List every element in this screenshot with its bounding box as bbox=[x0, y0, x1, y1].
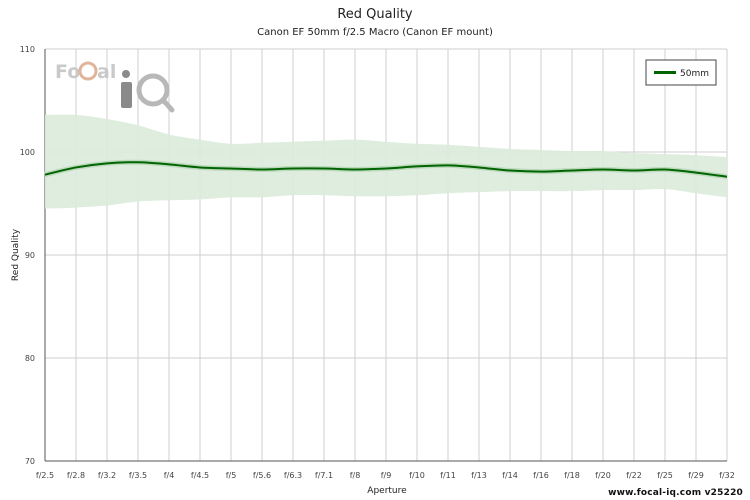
x-tick-label: f/10 bbox=[409, 471, 425, 480]
y-tick-label: 70 bbox=[25, 457, 35, 466]
x-tick-label: f/2.5 bbox=[36, 471, 54, 480]
x-tick-label: f/2.8 bbox=[67, 471, 85, 480]
focal-iq-logo: Fo al bbox=[55, 61, 175, 113]
x-tick-label: f/5.6 bbox=[253, 471, 271, 480]
x-tick-label: f/13 bbox=[471, 471, 487, 480]
chart-title: Red Quality bbox=[337, 7, 413, 22]
x-tick-labels: f/2.5 f/2.8 f/3.2 f/3.5 f/4 f/4.5 f/5 f/5.6 f/6.… bbox=[36, 471, 735, 480]
x-tick-label: f/22 bbox=[626, 471, 642, 480]
x-tick-label: f/4.5 bbox=[191, 471, 209, 480]
x-tick-label: f/5 bbox=[226, 471, 237, 480]
series-line-50mm bbox=[44, 161, 728, 178]
x-tick-label: f/25 bbox=[657, 471, 673, 480]
x-tick-label: f/9 bbox=[381, 471, 392, 480]
svg-text:Fo: Fo bbox=[55, 61, 80, 83]
x-tick-label: f/14 bbox=[502, 471, 518, 480]
x-tick-label: f/18 bbox=[564, 471, 580, 480]
x-tick-label: f/16 bbox=[533, 471, 549, 480]
y-tick-label: 110 bbox=[20, 45, 35, 54]
x-tick-label: f/7.1 bbox=[315, 471, 333, 480]
x-tick-label: f/20 bbox=[595, 471, 611, 480]
y-tick-label: 90 bbox=[25, 251, 35, 260]
y-axis-label: Red Quality bbox=[11, 228, 21, 281]
x-tick-label: f/4 bbox=[164, 471, 175, 480]
x-tick-label: f/3.2 bbox=[98, 471, 116, 480]
y-tick-labels: 70 80 90 100 110 bbox=[20, 45, 35, 466]
chart-subtitle: Canon EF 50mm f/2.5 Macro (Canon EF moun… bbox=[257, 27, 493, 38]
x-tick-label: f/29 bbox=[688, 471, 704, 480]
y-tick-label: 100 bbox=[20, 148, 35, 157]
watermark: www.focal-iq.com v25220 bbox=[608, 488, 743, 498]
x-tick-label: f/6.3 bbox=[284, 471, 302, 480]
band-area bbox=[45, 114, 727, 209]
legend-label-50mm: 50mm bbox=[680, 69, 709, 79]
x-axis-label: Aperture bbox=[367, 486, 407, 496]
x-tick-label: f/3.5 bbox=[129, 471, 147, 480]
x-tick-label: f/8 bbox=[350, 471, 361, 480]
y-tick-label: 80 bbox=[25, 354, 35, 363]
confidence-band bbox=[45, 114, 727, 209]
legend: 50mm bbox=[645, 59, 717, 86]
svg-text:al: al bbox=[97, 61, 116, 83]
x-tick-label: f/11 bbox=[440, 471, 456, 480]
series-lines bbox=[44, 159, 728, 180]
x-tick-label: f/32 bbox=[719, 471, 735, 480]
grid bbox=[44, 48, 728, 462]
